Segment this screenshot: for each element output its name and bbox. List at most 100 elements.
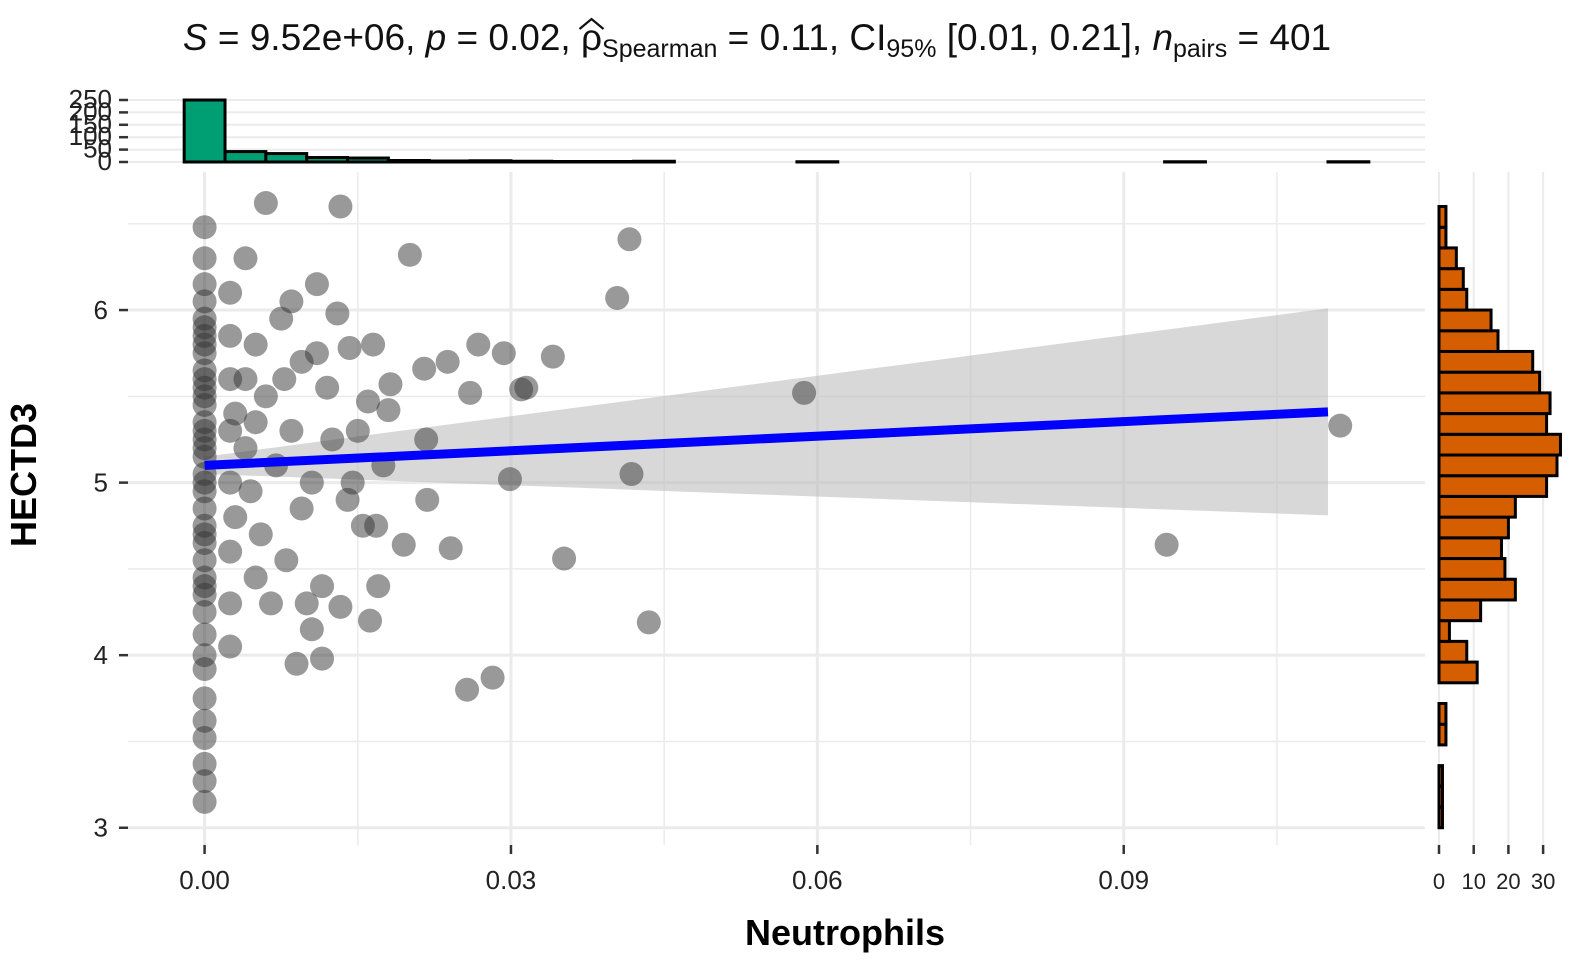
- data-point: [233, 246, 258, 271]
- data-point: [466, 332, 491, 357]
- right-hist-bar: [1437, 287, 1469, 312]
- data-point: [320, 427, 345, 452]
- data-point: [192, 522, 217, 547]
- data-point: [192, 470, 217, 495]
- data-point: [279, 418, 304, 443]
- data-point: [310, 646, 335, 671]
- data-point: [218, 634, 243, 659]
- data-point: [605, 285, 630, 310]
- data-point: [238, 479, 263, 504]
- data-point: [397, 242, 422, 267]
- data-point: [1328, 413, 1353, 438]
- data-point: [223, 401, 248, 426]
- data-point: [192, 769, 217, 794]
- right-hist-bar: [1437, 660, 1479, 685]
- data-point: [294, 591, 319, 616]
- data-point: [192, 789, 217, 814]
- data-point: [414, 427, 439, 452]
- right-hist-tick-label: 0: [1433, 869, 1445, 894]
- data-point: [284, 651, 309, 676]
- data-point: [636, 610, 661, 635]
- ci-band: [204, 308, 1328, 516]
- data-point: [218, 539, 243, 564]
- data-point: [279, 289, 304, 314]
- data-point: [355, 389, 380, 414]
- title-s-label: S: [183, 17, 208, 58]
- top-hist-bar: [386, 159, 431, 164]
- data-point: [192, 384, 217, 409]
- right-hist-bar: [1437, 598, 1483, 623]
- y-tick-label: 6: [94, 295, 108, 325]
- x-tick-label: 0.03: [486, 865, 537, 895]
- top-hist-tick-label: 50: [83, 134, 112, 164]
- data-point: [497, 467, 522, 492]
- data-point: [438, 536, 463, 561]
- data-point: [337, 336, 362, 361]
- right-hist-bar: [1437, 557, 1507, 581]
- data-point: [233, 436, 258, 461]
- title-p-value: = 0.02,: [446, 17, 581, 58]
- right-hist-bar: [1437, 225, 1448, 250]
- right-marginal-histogram: 0 10 20 30: [1433, 172, 1562, 894]
- rho-hat: [578, 17, 605, 30]
- title-rho-value: = 0.11,: [717, 17, 849, 58]
- data-points: [192, 191, 1353, 814]
- data-point: [364, 513, 389, 538]
- right-hist-bar: [1437, 391, 1552, 416]
- data-point: [218, 323, 243, 348]
- data-point: [258, 591, 283, 616]
- data-point: [233, 367, 258, 392]
- data-point: [192, 246, 217, 271]
- right-hist-bar: [1437, 474, 1549, 498]
- data-point: [192, 622, 217, 647]
- data-point: [458, 380, 483, 405]
- x-tick-label: 0.09: [1098, 865, 1149, 895]
- data-point: [269, 306, 294, 331]
- data-point: [192, 332, 217, 357]
- data-point: [192, 708, 217, 733]
- data-point: [192, 496, 217, 521]
- y-tick-label: 4: [94, 640, 108, 670]
- data-point: [243, 332, 268, 357]
- data-point: [192, 367, 217, 392]
- right-hist-tick-label: 20: [1496, 869, 1520, 894]
- data-point: [325, 301, 350, 326]
- top-hist-tick-label: 150: [69, 109, 112, 139]
- data-point: [243, 565, 268, 590]
- data-point: [310, 574, 335, 599]
- top-hist-tick-label: 100: [69, 121, 112, 151]
- title-ci-label: CI: [849, 17, 886, 58]
- data-point: [192, 418, 217, 443]
- data-point: [391, 532, 416, 557]
- right-hist-bar: [1437, 370, 1542, 395]
- right-hist-bar: [1437, 536, 1503, 561]
- data-point: [617, 227, 642, 252]
- data-point: [491, 341, 516, 366]
- data-point: [248, 522, 273, 547]
- top-hist-bar: [427, 159, 472, 164]
- data-point: [192, 436, 217, 461]
- main-plot-panel: 0.00 0.03 0.06 0.09 3 4 5 6: [94, 172, 1425, 895]
- title-ci-value: [0.01, 0.21],: [936, 17, 1152, 58]
- top-hist-bar: [632, 159, 676, 164]
- y-axis-title: HECTD3: [3, 403, 44, 547]
- data-point: [304, 272, 329, 297]
- data-point: [192, 686, 217, 711]
- title-s-value: = 9.52e+06,: [208, 17, 426, 58]
- title-p-label: p: [425, 17, 447, 58]
- data-point: [792, 380, 817, 405]
- chart-title: S = 9.52e+06, p = 0.02, ρSpearman = 0.11…: [183, 17, 1331, 63]
- data-point: [253, 384, 278, 409]
- data-point: [328, 594, 353, 619]
- right-hist-bar: [1437, 764, 1444, 788]
- data-point: [1154, 532, 1179, 557]
- data-point: [192, 289, 217, 314]
- data-point: [243, 410, 268, 435]
- data-point: [192, 548, 217, 573]
- grid-lines: [128, 172, 1425, 845]
- data-point: [192, 751, 217, 776]
- y-tick-label: 5: [94, 468, 108, 498]
- data-point: [192, 315, 217, 340]
- right-hist-bar: [1437, 515, 1510, 540]
